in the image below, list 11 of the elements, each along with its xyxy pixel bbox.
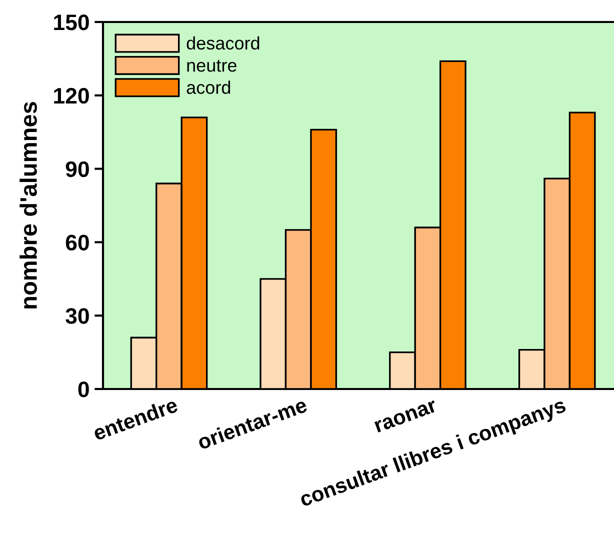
legend-label: desacord	[186, 36, 260, 50]
y-tick-label: 150	[54, 14, 89, 30]
y-tick-label: 0	[78, 382, 89, 398]
legend-label: acord	[186, 80, 230, 94]
y-tick-label: 60	[66, 234, 89, 250]
y-tick-label: 120	[54, 88, 89, 104]
y-tick-label: 30	[66, 308, 89, 324]
y-axis-title: nombre d'alumnes	[20, 102, 37, 308]
legend-label: neutre	[187, 60, 236, 72]
x-tick-label: raonar	[374, 400, 438, 433]
y-tick-label: 90	[66, 161, 89, 178]
